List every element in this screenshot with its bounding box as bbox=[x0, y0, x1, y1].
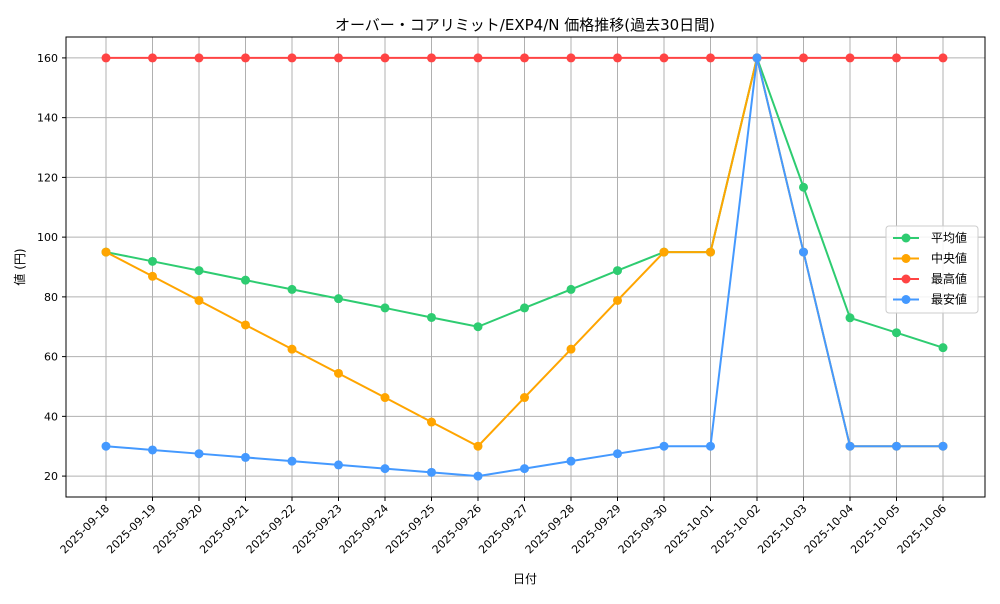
data-point bbox=[566, 344, 576, 354]
data-point bbox=[241, 53, 250, 63]
y-tick-label: 100 bbox=[37, 231, 58, 244]
data-point bbox=[101, 441, 111, 451]
plot-frame bbox=[65, 36, 986, 498]
data-point bbox=[427, 53, 436, 63]
data-point bbox=[334, 368, 343, 378]
data-point bbox=[101, 247, 111, 257]
y-tick-label: 160 bbox=[37, 52, 58, 65]
data-point bbox=[752, 53, 762, 63]
y-tick-label: 80 bbox=[44, 291, 58, 304]
data-point bbox=[427, 312, 436, 322]
data-point bbox=[799, 53, 808, 63]
data-point bbox=[659, 53, 669, 63]
series-3 bbox=[101, 53, 948, 481]
data-point bbox=[101, 53, 111, 63]
data-point bbox=[892, 441, 901, 451]
x-axis-label: 日付 bbox=[513, 572, 537, 586]
grid bbox=[66, 37, 985, 497]
series-group bbox=[101, 53, 948, 481]
data-point bbox=[566, 53, 576, 63]
data-point bbox=[520, 464, 529, 474]
data-point bbox=[427, 417, 436, 427]
legend-swatch-marker bbox=[901, 274, 911, 284]
x-tick-label: 2025-10-06 bbox=[895, 502, 949, 556]
data-point bbox=[473, 471, 483, 481]
data-point bbox=[380, 303, 390, 313]
data-point bbox=[287, 456, 297, 466]
data-point bbox=[148, 53, 157, 63]
data-point bbox=[706, 247, 715, 257]
data-point bbox=[566, 456, 576, 466]
y-tick-label: 60 bbox=[44, 351, 58, 364]
data-point bbox=[845, 313, 855, 323]
data-point bbox=[613, 53, 622, 63]
legend-label: 最高値 bbox=[931, 271, 967, 286]
data-point bbox=[194, 449, 204, 459]
data-point bbox=[241, 452, 250, 462]
data-point bbox=[799, 182, 808, 192]
data-point bbox=[194, 295, 204, 305]
data-point bbox=[938, 343, 948, 353]
data-point bbox=[938, 53, 948, 63]
data-point bbox=[287, 284, 297, 294]
data-point bbox=[613, 295, 622, 305]
data-point bbox=[194, 53, 204, 63]
legend-label: 平均値 bbox=[931, 230, 967, 245]
y-axis-label: 値 (円) bbox=[12, 248, 27, 285]
data-point bbox=[427, 467, 436, 477]
chart-title: オーバー・コアリミット/EXP4/N 価格推移(過去30日間) bbox=[335, 16, 715, 34]
legend-box bbox=[885, 225, 979, 314]
data-point bbox=[845, 441, 855, 451]
x-axis: 2025-09-182025-09-192025-09-202025-09-21… bbox=[58, 497, 949, 556]
data-point bbox=[148, 271, 157, 281]
data-point bbox=[287, 344, 297, 354]
data-point bbox=[148, 445, 157, 455]
data-point bbox=[659, 247, 669, 257]
legend-label: 中央値 bbox=[931, 251, 967, 266]
y-tick-label: 40 bbox=[44, 410, 58, 423]
data-point bbox=[659, 441, 669, 451]
data-point bbox=[613, 449, 622, 459]
data-point bbox=[148, 256, 157, 266]
data-point bbox=[892, 328, 901, 338]
data-point bbox=[241, 275, 250, 285]
data-point bbox=[194, 266, 204, 276]
data-point bbox=[334, 294, 343, 304]
data-point bbox=[380, 464, 390, 474]
legend-swatch-marker bbox=[901, 295, 911, 304]
y-tick-label: 140 bbox=[37, 112, 58, 125]
data-point bbox=[520, 303, 529, 313]
data-point bbox=[706, 53, 715, 63]
data-point bbox=[520, 53, 529, 63]
data-point bbox=[380, 393, 390, 403]
data-point bbox=[799, 247, 808, 257]
data-point bbox=[287, 53, 297, 63]
data-point bbox=[473, 441, 483, 451]
data-point bbox=[520, 393, 529, 403]
data-point bbox=[334, 460, 343, 470]
y-tick-label: 120 bbox=[37, 171, 58, 184]
data-point bbox=[473, 53, 483, 63]
data-point bbox=[473, 322, 483, 332]
data-point bbox=[892, 53, 901, 63]
series-2 bbox=[101, 53, 948, 63]
data-point bbox=[613, 266, 622, 276]
y-axis: 20 40 60 80 100 120 140 160 bbox=[37, 52, 66, 483]
data-point bbox=[334, 53, 343, 63]
data-point bbox=[845, 53, 855, 63]
legend-swatch-marker bbox=[901, 233, 911, 243]
legend-label: 最安値 bbox=[931, 292, 967, 307]
data-point bbox=[380, 53, 390, 63]
data-point bbox=[938, 441, 948, 451]
data-point bbox=[706, 441, 715, 451]
data-point bbox=[566, 284, 576, 294]
legend-swatch-marker bbox=[901, 254, 911, 263]
y-tick-label: 20 bbox=[44, 470, 58, 483]
data-point bbox=[241, 320, 250, 330]
